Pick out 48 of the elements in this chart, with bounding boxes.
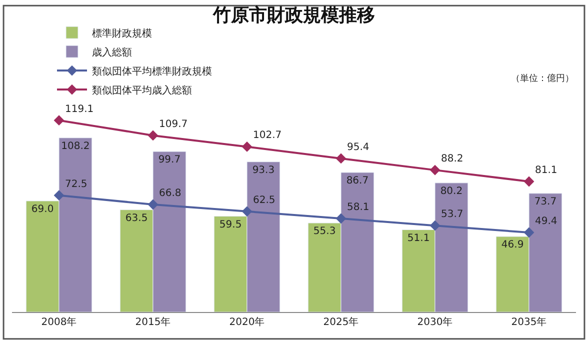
- data-label: 63.5: [125, 212, 148, 224]
- data-label: 99.7: [158, 154, 181, 166]
- text: （単位：億円）: [511, 73, 574, 84]
- data-label: 81.1: [535, 164, 558, 176]
- legend-label: 歳入総額: [92, 46, 132, 58]
- point: [336, 213, 346, 224]
- legend-label: 標準財政規模: [92, 27, 152, 40]
- data-label: 93.3: [252, 164, 275, 176]
- data-label: 46.9: [501, 240, 524, 251]
- point: [336, 153, 346, 164]
- point: [524, 176, 534, 187]
- point: [430, 220, 440, 231]
- point: [54, 190, 64, 201]
- point: [242, 142, 252, 152]
- data-label: 73.7: [534, 196, 557, 208]
- data-label: 51.1: [407, 232, 430, 244]
- data-label: 55.3: [313, 226, 336, 238]
- legend-label: 類似団体平均歳入総額: [92, 84, 192, 96]
- point: [524, 227, 534, 238]
- point: [242, 206, 252, 217]
- data-label: 95.4: [347, 142, 370, 153]
- legend-label: 類似団体平均標準財政規模: [92, 65, 212, 78]
- data-label: 109.7: [159, 118, 188, 130]
- data-label: 86.7: [346, 175, 369, 186]
- point: [430, 164, 440, 176]
- x-tick-label: 2035年: [511, 316, 547, 328]
- data-label: 69.0: [31, 204, 54, 215]
- data-label: 58.1: [347, 202, 370, 213]
- data-label: 66.8: [159, 188, 182, 199]
- x-tick-label: 2008年: [41, 316, 77, 328]
- x-tick-label: 2030年: [417, 316, 453, 328]
- data-label: 80.2: [440, 186, 463, 197]
- point: [148, 130, 158, 141]
- data-label: 108.2: [61, 140, 90, 152]
- data-label: 53.7: [441, 209, 464, 220]
- chart-title: 竹原市財政規模推移: [212, 5, 375, 26]
- x-tick-label: 2020年: [229, 316, 265, 328]
- x-tick-label: 2025年: [323, 316, 359, 328]
- data-label: 62.5: [253, 194, 276, 206]
- data-label: 49.4: [535, 216, 558, 227]
- data-label: 72.5: [65, 178, 88, 190]
- point: [54, 115, 64, 126]
- data-label: 59.5: [219, 219, 242, 230]
- point: [148, 199, 158, 210]
- data-label: 102.7: [253, 130, 282, 142]
- x-tick-label: 2015年: [135, 316, 171, 328]
- data-label: 88.2: [441, 154, 464, 165]
- data-label: 119.1: [65, 104, 94, 115]
